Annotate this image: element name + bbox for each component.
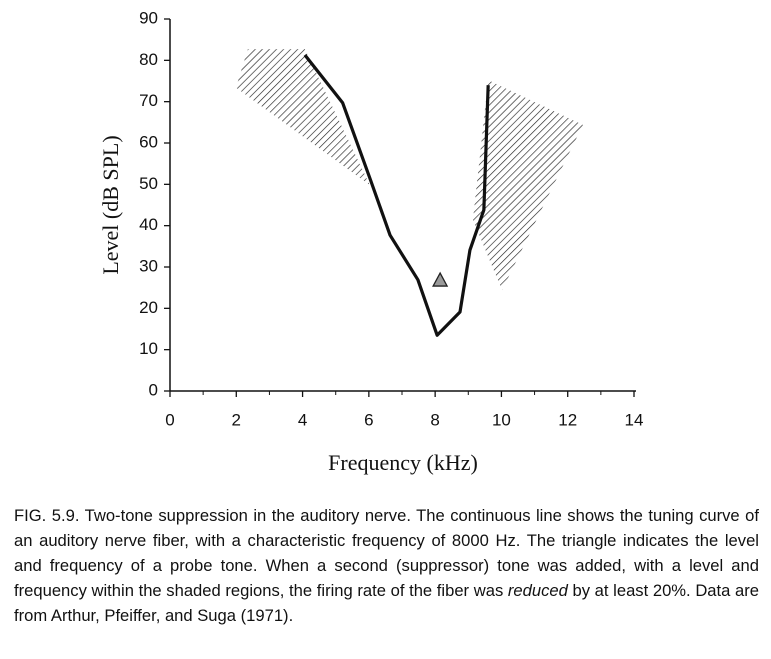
x-tick-label: 8 [430,410,439,429]
x-tick-label: 14 [625,410,644,429]
shaded-region [235,49,370,186]
x-tick-label: 2 [232,410,241,429]
y-tick-label: 70 [139,91,158,110]
x-tick-label: 12 [558,410,577,429]
y-tick-label: 60 [139,132,158,151]
chart: Frequency (kHz) Level (dB SPL) 0 2 4 6 8 10 12… [98,8,644,475]
shaded-region [472,80,583,291]
x-tick-label: 0 [165,410,174,429]
caption-text: by at least 20%. Data are from Arthur, P… [14,581,759,625]
probe-triangle [432,271,449,287]
x-axis-title: Frequency (kHz) [328,450,478,475]
y-tick-label: 50 [139,174,158,193]
y-tick-label: 40 [139,215,158,234]
tuning-curve [303,53,490,337]
y-axis-title: Level (dB SPL) [98,135,123,274]
y-tick-label: 20 [139,298,158,317]
y-tick-label: 90 [139,8,158,27]
caption-text: FIG. 5.9. Two-tone suppression in the au… [14,506,759,600]
y-tick-label: 80 [139,50,158,69]
y-tick-label: 0 [149,380,158,399]
y-tick-label: 10 [139,339,158,358]
y-tick-label: 30 [139,256,158,275]
x-tick-label: 10 [492,410,511,429]
x-tick-label: 4 [298,410,307,429]
caption-emphasis: reduced [507,581,568,600]
caption: FIG. 5.9. Two-tone suppression in the au… [14,503,759,628]
x-tick-label: 6 [364,410,373,429]
